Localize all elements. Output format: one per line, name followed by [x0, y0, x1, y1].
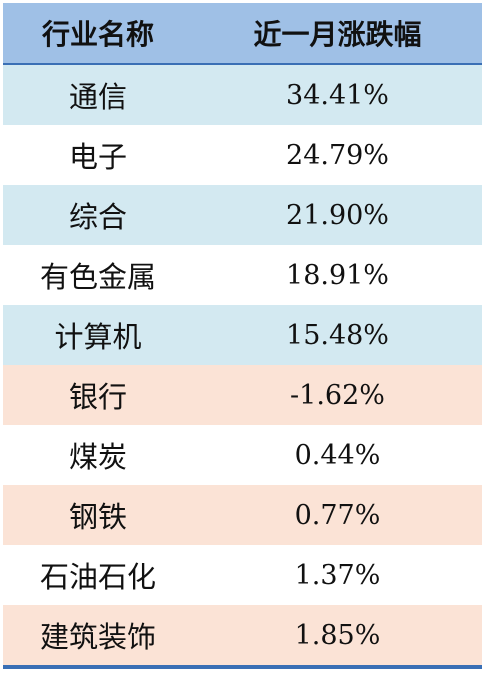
- monthly-change-cell: -1.62%: [290, 379, 385, 411]
- monthly-change-cell: 1.85%: [294, 619, 381, 651]
- table-header-row: 行业名称 近一月涨跌幅: [3, 3, 482, 65]
- header-monthly-change: 近一月涨跌幅: [253, 18, 422, 51]
- header-industry-name: 行业名称: [41, 18, 154, 51]
- table-row: 有色金属 18.91%: [3, 245, 482, 305]
- monthly-change-cell: 24.79%: [286, 139, 389, 171]
- monthly-change-cell: 21.90%: [286, 199, 389, 231]
- table-row: 综合 21.90%: [3, 185, 482, 245]
- industry-name-cell: 综合: [68, 200, 127, 234]
- table-row: 电子 24.79%: [3, 125, 482, 185]
- table-row: 石油石化 1.37%: [3, 545, 482, 605]
- table-row: 建筑装饰 1.85%: [3, 605, 482, 665]
- table-row: 银行 -1.62%: [3, 365, 482, 425]
- industry-name-cell: 有色金属: [39, 260, 156, 294]
- table-row: 计算机 15.48%: [3, 305, 482, 365]
- monthly-change-cell: 0.77%: [294, 499, 381, 531]
- table-row: 钢铁 0.77%: [3, 485, 482, 545]
- industry-name-cell: 银行: [68, 380, 127, 414]
- industry-change-table: 行业名称 近一月涨跌幅 通信 34.41% 电子 24.79% 综合 21.90% 有色金属…: [3, 3, 482, 669]
- monthly-change-cell: 18.91%: [286, 259, 389, 291]
- table-row: 煤炭 0.44%: [3, 425, 482, 485]
- monthly-change-cell: 1.37%: [294, 559, 381, 591]
- industry-name-cell: 电子: [68, 140, 127, 174]
- monthly-change-cell: 15.48%: [286, 319, 389, 351]
- table-bottom-rule: [3, 665, 482, 669]
- industry-name-cell: 石油石化: [39, 560, 156, 594]
- table-row: 通信 34.41%: [3, 65, 482, 125]
- table-body: 通信 34.41% 电子 24.79% 综合 21.90% 有色金属 18.91% 计算机 15.…: [3, 65, 482, 665]
- industry-name-cell: 煤炭: [68, 440, 127, 474]
- industry-name-cell: 建筑装饰: [39, 620, 156, 654]
- industry-name-cell: 计算机: [54, 320, 142, 354]
- industry-name-cell: 钢铁: [68, 500, 127, 534]
- monthly-change-cell: 34.41%: [286, 79, 389, 111]
- industry-name-cell: 通信: [68, 80, 127, 114]
- monthly-change-cell: 0.44%: [294, 439, 381, 471]
